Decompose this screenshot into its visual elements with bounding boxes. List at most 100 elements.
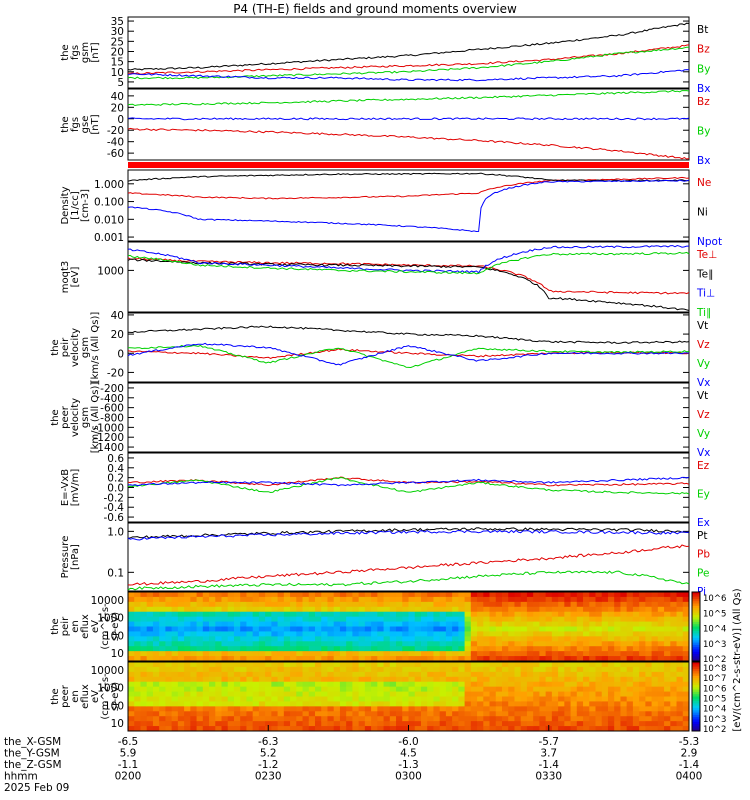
heatmap-cell — [290, 596, 297, 603]
heatmap-cell — [458, 636, 466, 642]
heatmap-cell — [607, 676, 615, 683]
heatmap-cell — [589, 626, 596, 632]
colorbar-segment — [692, 640, 700, 644]
heatmap-cell — [477, 631, 484, 637]
heatmap-cell — [682, 671, 690, 678]
heatmap-cell — [433, 656, 441, 662]
heatmap-cell — [651, 621, 659, 627]
heatmap-cell — [470, 641, 478, 647]
heatmap-cell — [470, 696, 478, 702]
heatmap-cell — [452, 696, 459, 702]
heatmap-cell — [128, 641, 135, 647]
heatmap-cell — [470, 681, 478, 688]
heatmap-cell — [134, 662, 141, 668]
heatmap-cell — [240, 636, 247, 642]
heatmap-cell — [495, 611, 503, 618]
heatmap-cell — [290, 636, 297, 642]
heatmap-cell — [570, 656, 578, 662]
series-line-Bx — [127, 117, 690, 121]
heatmap-cell — [184, 681, 191, 688]
heatmap-cell — [645, 636, 653, 642]
heatmap-cell — [533, 706, 540, 712]
heatmap-cell — [283, 696, 291, 702]
heatmap-cell — [364, 701, 372, 707]
heatmap-cell — [439, 606, 447, 613]
heatmap-cell — [539, 606, 547, 613]
heatmap-cell — [657, 666, 665, 673]
heatmap-cell — [533, 651, 540, 657]
heatmap-cell — [626, 636, 634, 642]
legend-label: Vz — [697, 339, 710, 351]
heatmap-cell — [477, 646, 484, 652]
heatmap-cell — [315, 616, 322, 623]
heatmap-cell — [664, 681, 671, 688]
heatmap-cell — [502, 601, 509, 608]
heatmap-cell — [333, 666, 341, 673]
colorbar-segment — [692, 603, 700, 607]
heatmap-cell — [321, 676, 328, 683]
heatmap-cell — [296, 611, 304, 618]
heatmap-cell — [458, 646, 466, 652]
heatmap-cell — [383, 611, 391, 618]
heatmap-cell — [302, 696, 310, 702]
heatmap-cell — [682, 621, 690, 627]
heatmap-cell — [526, 706, 534, 712]
heatmap-cell — [583, 696, 590, 702]
heatmap-cell — [196, 616, 204, 623]
heatmap-cell — [221, 626, 229, 632]
heatmap-cell — [352, 681, 360, 688]
heatmap-cell — [570, 662, 578, 668]
heatmap-cell — [570, 651, 578, 657]
heatmap-cell — [570, 711, 578, 717]
heatmap-cell — [152, 641, 160, 647]
heatmap-cell — [134, 641, 141, 647]
heatmap-cell — [389, 621, 397, 627]
heatmap-cell — [209, 656, 216, 662]
heatmap-cell — [246, 631, 254, 637]
heatmap-cell — [526, 641, 534, 647]
heatmap-cell — [427, 656, 434, 662]
heatmap-cell — [639, 696, 646, 702]
y-axis-label: peer — [60, 405, 71, 429]
heatmap-cell — [564, 721, 572, 727]
heatmap-cell — [227, 676, 235, 683]
heatmap-cell — [639, 596, 646, 603]
heatmap-cell — [383, 726, 391, 732]
heatmap-cell — [358, 616, 366, 623]
heatmap-cell — [533, 616, 540, 623]
heatmap-cell — [177, 711, 185, 717]
heatmap-cell — [265, 616, 272, 623]
heatmap-cell — [140, 666, 148, 673]
heatmap-cell — [221, 706, 229, 712]
heatmap-cell — [664, 631, 671, 637]
heatmap-cell — [533, 611, 540, 618]
heatmap-cell — [427, 636, 434, 642]
heatmap-cell — [607, 592, 615, 598]
heatmap-cell — [583, 611, 590, 618]
heatmap-cell — [551, 611, 559, 618]
heatmap-cell — [439, 671, 447, 678]
heatmap-cell — [670, 662, 678, 668]
heatmap-cell — [458, 596, 466, 603]
heatmap-cell — [152, 666, 160, 673]
heatmap-cell — [545, 686, 553, 693]
heatmap-cell — [184, 636, 191, 642]
heatmap-cell — [601, 686, 609, 693]
heatmap-cell — [339, 721, 347, 727]
heatmap-cell — [271, 656, 279, 662]
heatmap-cell — [626, 686, 634, 693]
heatmap-cell — [558, 636, 565, 642]
heatmap-cell — [477, 656, 484, 662]
heatmap-cell — [152, 656, 160, 662]
heatmap-cell — [383, 662, 391, 668]
heatmap-cell — [221, 601, 229, 608]
heatmap-cell — [495, 721, 503, 727]
heatmap-cell — [246, 626, 254, 632]
colorbar-segment — [692, 694, 700, 697]
heatmap-cell — [445, 611, 453, 618]
heatmap-cell — [302, 681, 310, 688]
heatmap-cell — [614, 621, 621, 627]
heatmap-cell — [321, 636, 328, 642]
heatmap-cell — [240, 666, 247, 673]
heatmap-cell — [277, 696, 285, 702]
